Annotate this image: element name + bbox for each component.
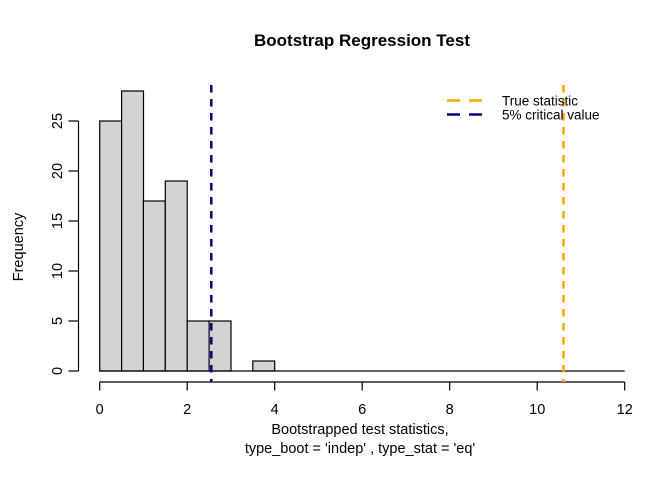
y-tick-label: 20: [50, 163, 66, 179]
reference-lines: [210, 85, 565, 382]
legend-item-critical-value-label: 5% critical value: [502, 108, 600, 123]
legend-swatches: [447, 99, 482, 116]
legend-item-true-statistic-label: True statistic: [502, 94, 578, 109]
histogram-bars: [99, 90, 625, 372]
y-tick-label: 5: [50, 317, 66, 325]
histogram-bar: [252, 360, 276, 372]
y-tick-label: 15: [50, 213, 66, 229]
x-tick-label: 8: [446, 402, 454, 418]
x-axis: 0 2 4 6 8 10 12: [96, 381, 633, 418]
chart-title: Bootstrap Regression Test: [254, 31, 470, 50]
histogram-bar: [99, 120, 123, 372]
histogram-bar: [120, 90, 145, 372]
histogram-bar: [142, 200, 166, 372]
y-tick-label: 0: [50, 367, 66, 375]
x-tick-label: 0: [96, 402, 104, 418]
x-tick-label: 4: [271, 402, 279, 418]
x-tick-label: 10: [529, 402, 545, 418]
histogram-bar: [186, 320, 210, 372]
x-axis-label-line2: type_boot = 'indep' , type_stat = 'eq': [245, 441, 476, 457]
legend: True statistic 5% critical value: [447, 94, 600, 123]
x-tick-label: 2: [183, 402, 191, 418]
x-axis-label-line1: Bootstrapped test statistics,: [271, 422, 448, 438]
y-axis-label: Frequency: [11, 212, 27, 281]
y-tick-label: 25: [50, 113, 66, 129]
y-axis: 0 5 10 15 20 25: [50, 113, 80, 375]
y-tick-label: 10: [50, 263, 66, 279]
histogram-bar: [164, 180, 188, 372]
x-tick-label: 12: [617, 402, 633, 418]
x-tick-label: 6: [358, 402, 366, 418]
